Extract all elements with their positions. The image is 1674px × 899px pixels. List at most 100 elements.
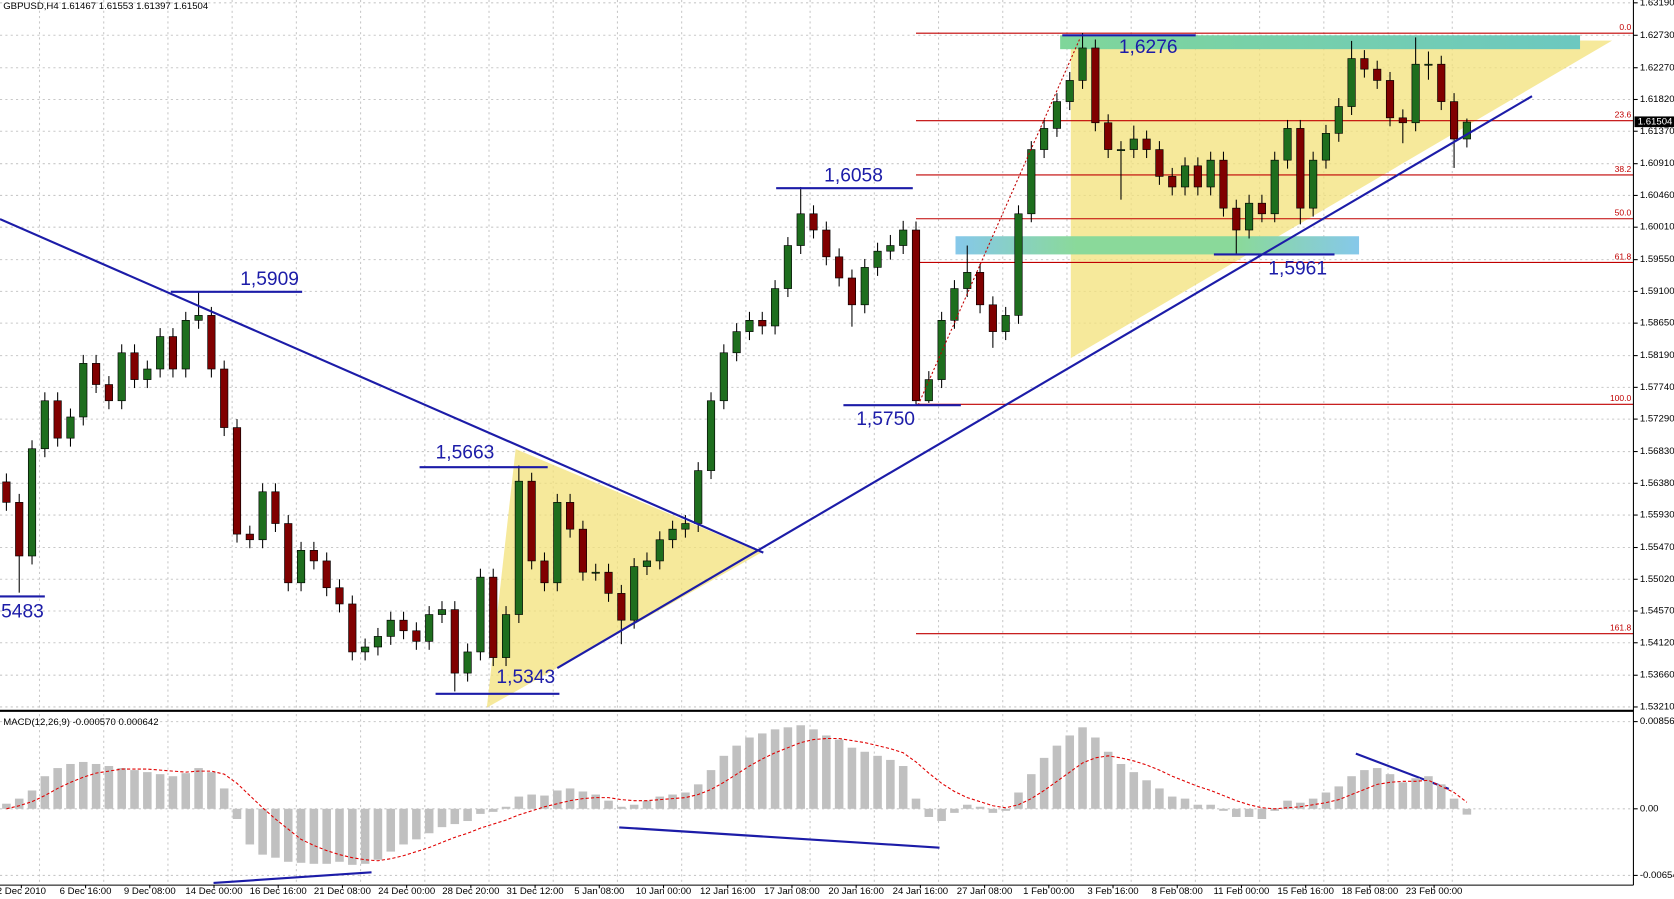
macd-bar <box>335 808 344 862</box>
x-tick-label: 27 Jan 08:00 <box>957 886 1013 897</box>
macd-bar <box>860 751 870 809</box>
candle-body <box>1052 101 1061 129</box>
candle-body <box>501 614 511 658</box>
candle-body <box>873 250 882 268</box>
macd-bar <box>873 755 882 809</box>
macd-bar <box>1027 774 1036 809</box>
x-tick-label: 5 Jan 08:00 <box>574 886 624 897</box>
macd-bar <box>1116 763 1126 809</box>
x-tick-label: 10 Jan 00:00 <box>636 886 692 897</box>
macd-bar <box>617 806 626 809</box>
candle-body <box>489 576 498 658</box>
candle-body <box>476 576 485 653</box>
macd-title: MACD(12,26,9) -0.000570 0.000642 <box>3 717 158 728</box>
macd-bar <box>271 808 280 858</box>
macd-bar <box>1232 808 1241 817</box>
candle-body <box>924 379 933 402</box>
y-tick-label: 1.53660 <box>1640 670 1674 681</box>
candle-body <box>194 315 203 321</box>
candle-body <box>258 491 267 541</box>
triangle-pattern <box>1070 38 1613 359</box>
x-tick-label: 6 Dec 16:00 <box>60 886 112 897</box>
macd-bar <box>732 745 741 809</box>
current-price-box <box>1634 116 1674 128</box>
x-tick-label: 2 Dec 2010 <box>0 886 46 897</box>
candle-body <box>1257 202 1266 215</box>
y-tick-label: 1.60460 <box>1640 190 1674 201</box>
macd-bar <box>604 800 613 809</box>
macd-bar <box>1334 786 1344 809</box>
macd-bar <box>91 763 101 809</box>
macd-bar <box>1398 782 1408 809</box>
macd-bar <box>783 727 793 809</box>
macd-bar <box>1142 780 1151 809</box>
macd-bar <box>1001 808 1010 811</box>
fib-label: 161.8 <box>1610 623 1632 633</box>
macd-bar <box>1155 788 1164 809</box>
y-tick-label: 1.54120 <box>1640 637 1674 648</box>
x-tick-label: 20 Jan 16:00 <box>828 886 884 897</box>
macd-bar <box>1244 808 1254 817</box>
macd-bar <box>1091 737 1100 809</box>
candle-body <box>886 245 895 252</box>
candle-body <box>1116 149 1126 151</box>
macd-bar <box>104 766 114 809</box>
macd-bar <box>399 808 408 845</box>
macd-bar <box>1372 768 1382 809</box>
macd-bar <box>322 808 331 864</box>
macd-bar <box>476 808 485 814</box>
macd-bar <box>424 808 434 834</box>
candle-body <box>463 651 472 674</box>
candle-body <box>156 336 165 370</box>
y-tick-label: 0.00856 <box>1640 716 1674 727</box>
x-tick-label: 21 Dec 08:00 <box>314 886 371 897</box>
level-label: 1,5961 <box>1268 258 1327 279</box>
candle-body <box>771 288 780 327</box>
support-zone <box>955 236 1360 255</box>
candle-body <box>719 352 728 402</box>
y-tick-label: 1.58190 <box>1640 350 1674 361</box>
macd-bar <box>283 808 293 862</box>
overlays <box>486 35 1613 708</box>
trend-line <box>0 218 764 554</box>
candle-body <box>1001 315 1010 332</box>
macd-panel <box>2 725 1472 865</box>
candle-body <box>92 363 101 385</box>
fib-label: 61.8 <box>1615 251 1632 261</box>
macd-bar <box>629 804 639 809</box>
macd-bar <box>463 808 472 822</box>
candle-body <box>220 368 229 428</box>
current-price-label: 1.61504 <box>1638 116 1673 127</box>
fib-base <box>917 37 1081 406</box>
candle-body <box>373 636 382 648</box>
candle-body <box>911 229 921 402</box>
y-tick-label: 1.60910 <box>1640 158 1674 169</box>
macd-bar <box>245 808 255 845</box>
macd-bar <box>1321 792 1331 809</box>
x-tick-label: 23 Feb 00:00 <box>1406 886 1463 897</box>
level-label: 1,6276 <box>1119 37 1178 58</box>
y-tick-label: -0.00654 <box>1640 870 1674 881</box>
y-tick-label: 1.55470 <box>1640 542 1674 553</box>
resistance-zone <box>1060 35 1581 50</box>
macd-bar <box>1193 804 1203 809</box>
y-tick-label: 1.62270 <box>1640 62 1674 73</box>
macd-bar <box>130 770 139 809</box>
level-label: 1,6058 <box>824 165 883 186</box>
candle-body <box>617 593 626 621</box>
candle-body <box>1219 159 1228 209</box>
macd-bar <box>348 808 357 865</box>
y-tick-label: 1.56380 <box>1640 478 1674 489</box>
fib-label: 0.0 <box>1619 22 1631 32</box>
macd-bar <box>450 808 460 825</box>
candle-body <box>168 336 178 370</box>
macd-bar <box>117 768 126 809</box>
macd-bar <box>66 763 75 809</box>
macd-bar <box>194 768 203 809</box>
candle-body <box>386 619 395 637</box>
fib-label: 38.2 <box>1615 164 1632 174</box>
candle-body <box>425 614 434 642</box>
candle-body <box>104 384 113 402</box>
macd-bar <box>296 808 306 863</box>
candle-body <box>976 272 985 306</box>
